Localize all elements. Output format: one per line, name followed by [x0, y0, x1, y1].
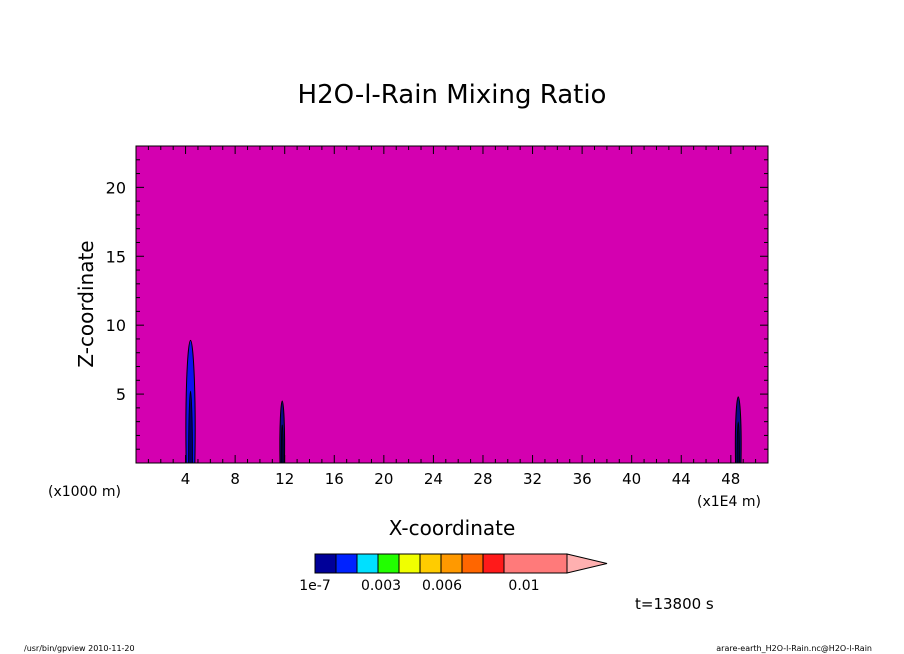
x-units-right: (x1E4 m) — [697, 494, 761, 510]
x-tick-label: 4 — [181, 470, 191, 488]
x-tick-label: 36 — [573, 470, 592, 488]
footer-left: /usr/bin/gpview 2010-11-20 — [24, 644, 135, 653]
colorbar-over-triangle — [566, 553, 608, 574]
rain-feature-core — [736, 421, 740, 464]
y-tick-label: 5 — [116, 385, 126, 404]
colorbar-label: 0.003 — [361, 578, 401, 594]
x-tick-label: 8 — [230, 470, 240, 488]
colorbar-swatch — [419, 553, 442, 574]
colorbar-swatch — [440, 553, 463, 574]
x-tick-label: 16 — [325, 470, 344, 488]
colorbar-swatch — [314, 553, 337, 574]
y-tick-label: 10 — [106, 316, 126, 335]
footer-right: arare-earth_H2O-l-Rain.nc@H2O-l-Rain — [716, 644, 872, 653]
x-units-left: (x1000 m) — [48, 484, 121, 500]
y-tick-label: 20 — [106, 178, 126, 197]
x-tick-label: 40 — [622, 470, 641, 488]
colorbar-swatch — [398, 553, 421, 574]
colorbar-label: 1e-7 — [299, 578, 330, 594]
colorbar-label: 0.01 — [508, 578, 539, 594]
field-background — [136, 146, 768, 463]
x-tick-label: 24 — [424, 470, 443, 488]
x-tick-label: 32 — [523, 470, 542, 488]
colorbar-swatch — [335, 553, 358, 574]
x-axis-label: X-coordinate — [389, 516, 516, 540]
colorbar-label: 0.006 — [422, 578, 462, 594]
colorbar-swatch — [503, 553, 568, 574]
time-label: t=13800 s — [635, 595, 714, 613]
chart-title: H2O-l-Rain Mixing Ratio — [298, 80, 607, 110]
x-tick-label: 28 — [473, 470, 492, 488]
colorbar-swatch — [482, 553, 505, 574]
colorbar-swatch — [377, 553, 400, 574]
x-tick-label: 48 — [721, 470, 740, 488]
plot-frame — [135, 145, 769, 464]
x-tick-label: 44 — [672, 470, 691, 488]
colorbar: 1e-7 0.003 0.006 0.01 — [299, 553, 608, 594]
rain-feature-core — [280, 424, 284, 464]
y-axis-label: Z-coordinate — [74, 240, 98, 367]
x-tick-label: 12 — [275, 470, 294, 488]
rain-feature-core — [188, 390, 193, 464]
y-tick-label: 15 — [106, 247, 126, 266]
colorbar-swatch — [356, 553, 379, 574]
x-tick-label: 20 — [374, 470, 393, 488]
colorbar-swatch — [461, 553, 484, 574]
